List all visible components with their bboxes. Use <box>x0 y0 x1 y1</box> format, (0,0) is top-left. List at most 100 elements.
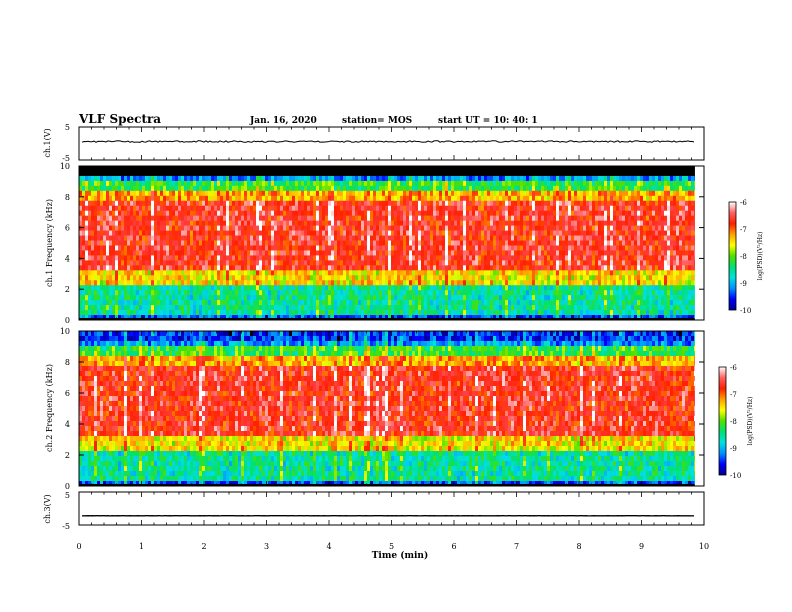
spectrogram-cell <box>346 170 350 177</box>
spectrogram-cell <box>136 310 140 316</box>
spectrogram-cell <box>157 235 161 241</box>
spectrogram-cell <box>529 180 533 187</box>
spectrogram-cell <box>91 205 95 212</box>
spectrogram-cell <box>544 265 548 271</box>
spectrogram-cell <box>502 166 506 172</box>
spectrogram-cell <box>412 170 416 177</box>
spectrogram-cell <box>367 295 371 301</box>
spectrogram-cell <box>370 300 374 306</box>
spectrogram-cell <box>298 225 302 231</box>
spectrogram-cell <box>307 200 311 207</box>
spectrogram-cell <box>523 315 527 321</box>
spectrogram-cell <box>463 245 467 251</box>
spectrogram-cell <box>307 310 311 316</box>
spectrogram-cell <box>112 290 116 296</box>
spectrogram-cell <box>238 215 242 221</box>
spectrogram-cell <box>403 305 407 311</box>
spectrogram-cell <box>310 315 314 321</box>
spectrogram-cell <box>418 265 422 271</box>
spectrogram-cell <box>487 315 491 321</box>
spectrogram-cell <box>508 315 512 321</box>
spectrogram-cell <box>292 166 296 172</box>
spectrogram-cell <box>541 170 545 177</box>
spectrogram-cell <box>316 200 320 207</box>
spectrogram-cell <box>376 190 380 197</box>
spectrogram-cell <box>382 170 386 177</box>
spectrogram-cell <box>394 305 398 311</box>
spectrogram-cell <box>214 210 218 216</box>
spectrogram-cell <box>385 180 389 187</box>
spectrogram-cell <box>235 166 239 172</box>
spectrogram-cell <box>406 255 410 261</box>
spectrogram-cell <box>514 166 518 172</box>
spectrogram-cell <box>355 235 359 241</box>
spectrogram-cell <box>379 170 383 177</box>
spectrogram-cell <box>406 185 410 192</box>
spectrogram-cell <box>556 185 560 192</box>
spectrogram-cell <box>409 225 413 231</box>
spectrogram-cell <box>514 250 518 256</box>
spectrogram-cell <box>379 290 383 296</box>
spectrogram-cell <box>514 280 518 286</box>
spectrogram-cell <box>499 180 503 187</box>
spectrogram-cell <box>304 190 308 197</box>
spectrogram-cell <box>202 225 206 231</box>
spectrogram-cell <box>367 166 371 172</box>
spectrogram-cell <box>355 215 359 221</box>
spectrogram-cell <box>325 290 329 296</box>
spectrogram-cell <box>202 215 206 221</box>
spectrogram-cell <box>157 290 161 296</box>
spectrogram-cell <box>118 285 122 291</box>
spectrogram-cell <box>88 305 92 311</box>
spectrogram-cell <box>457 180 461 187</box>
spectrogram-cell <box>274 200 278 207</box>
spectrogram-cell <box>559 265 563 271</box>
spectrogram-cell <box>118 255 122 261</box>
spectrogram-cell <box>280 290 284 296</box>
spectrogram-cell <box>394 245 398 251</box>
spectrogram-cell <box>163 285 167 291</box>
spectrogram-cell <box>139 170 143 177</box>
spectrogram-cell <box>283 205 287 212</box>
spectrogram-cell <box>553 260 557 266</box>
spectrogram-cell <box>250 175 254 182</box>
spectrogram-cell <box>496 265 500 271</box>
spectrogram-cell <box>136 220 140 226</box>
spectrogram-cell <box>244 260 248 266</box>
spectrogram-cell <box>115 240 119 246</box>
spectrogram-cell <box>394 215 398 221</box>
spectrogram-cell <box>286 205 290 212</box>
spectrogram-cell <box>229 265 233 271</box>
spectrogram-cell <box>217 200 221 207</box>
ch1-waveform-panel: 5 -5 ch.1(V) <box>43 123 705 163</box>
spectrogram-cell <box>184 195 188 202</box>
spectrogram-cell <box>103 285 107 291</box>
spectrogram-cell <box>217 205 221 212</box>
spectrogram-cell <box>400 245 404 251</box>
spectrogram-cell <box>157 240 161 246</box>
spectrogram-cell <box>466 225 470 231</box>
spectrogram-cell <box>229 170 233 177</box>
spectrogram-cell <box>427 310 431 316</box>
spectrogram-cell <box>403 195 407 202</box>
spectrogram-cell <box>247 275 251 281</box>
spectrogram-cell <box>532 285 536 291</box>
spectrogram-cell <box>388 265 392 271</box>
spectrogram-cell <box>313 265 317 271</box>
spectrogram-cell <box>244 255 248 261</box>
spectrogram-cell <box>172 195 176 202</box>
spectrogram-cell <box>106 265 110 271</box>
spectrogram-cell <box>361 240 365 246</box>
spectrogram-cell <box>343 280 347 286</box>
spectrogram-cell <box>214 200 218 207</box>
spectrogram-cell <box>526 210 530 216</box>
spectrogram-cell <box>499 235 503 241</box>
spectrogram-cell <box>424 230 428 236</box>
spectrogram-cell <box>403 290 407 296</box>
spectrogram-cell <box>316 195 320 202</box>
spectrogram-cell <box>169 250 173 256</box>
spectrogram-cell <box>445 310 449 316</box>
spectrogram-cell <box>298 170 302 177</box>
spectrogram-cell <box>247 215 251 221</box>
spectrogram-cell <box>151 240 155 246</box>
